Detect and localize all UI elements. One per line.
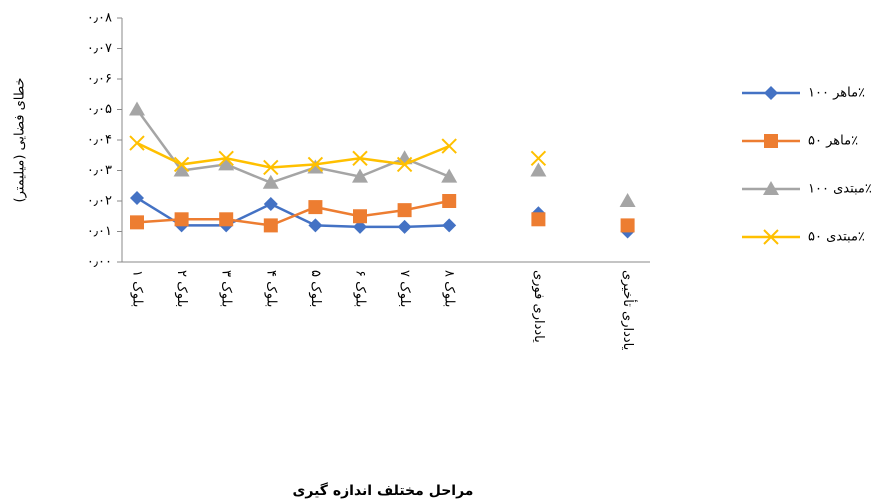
marker [620, 193, 636, 207]
marker [219, 212, 233, 226]
x-tick-label: بلوک ۵ [308, 270, 323, 307]
y-tick-label: ۰٫۰۵ [87, 102, 112, 117]
x-tick-label: یادداری فوری [531, 270, 546, 343]
y-tick-label: ۰٫۰۷ [87, 41, 112, 56]
y-tick-label: ۰٫۰۲ [87, 194, 112, 209]
marker [764, 86, 778, 100]
legend-label: ماهر ۱۰۰٪ [808, 86, 865, 101]
marker [130, 191, 144, 205]
marker [353, 209, 367, 223]
x-tick-label: بلوک ۷ [397, 270, 412, 307]
marker [398, 203, 412, 217]
y-tick-label: ۰٫۰۳ [87, 163, 112, 178]
marker [442, 194, 456, 208]
marker [308, 200, 322, 214]
marker [175, 212, 189, 226]
marker [130, 215, 144, 229]
y-tick-label: ۰٫۰۴ [87, 133, 112, 148]
series-line [137, 198, 628, 232]
x-axis-title: مراحل مختلف اندازه گیری [293, 482, 474, 499]
x-tick-label: بلوک ۶ [353, 270, 368, 307]
legend-label: مبتدی ۵۰٪ [808, 230, 865, 245]
marker [764, 134, 778, 148]
x-tick-label: یادداری تأخیری [620, 270, 638, 351]
series-line [137, 110, 628, 202]
marker [130, 136, 144, 150]
marker [442, 218, 456, 232]
marker [129, 102, 145, 116]
x-tick-label: بلوک ۳ [219, 270, 234, 307]
y-tick-label: ۰٫۰۸ [87, 11, 112, 26]
legend-label: ماهر ۵۰٪ [808, 134, 858, 149]
marker [398, 220, 412, 234]
marker [264, 197, 278, 211]
series-line [137, 201, 628, 225]
x-tick-label: بلوک ۲ [174, 270, 189, 307]
x-tick-label: بلوک ۸ [442, 270, 457, 307]
marker [264, 218, 278, 232]
x-tick-label: بلوک ۴ [263, 270, 278, 307]
marker [442, 139, 456, 153]
chart: مراحل مختلف اندازه گیری خطای فضایی (میلی… [0, 0, 871, 502]
y-tick-label: ۰٫۰۱ [87, 224, 112, 239]
marker [531, 212, 545, 226]
marker [621, 218, 635, 232]
y-tick-label: ۰٫۰۶ [87, 72, 112, 87]
y-axis-title: خطای فضایی (میلیمتر) [13, 78, 28, 203]
marker [308, 218, 322, 232]
legend-label: مبتدی ۱۰۰٪ [808, 182, 871, 197]
x-tick-label: بلوک ۱ [130, 270, 145, 307]
y-tick-label: ۰٫۰۰ [87, 255, 112, 270]
series-line [137, 143, 538, 167]
